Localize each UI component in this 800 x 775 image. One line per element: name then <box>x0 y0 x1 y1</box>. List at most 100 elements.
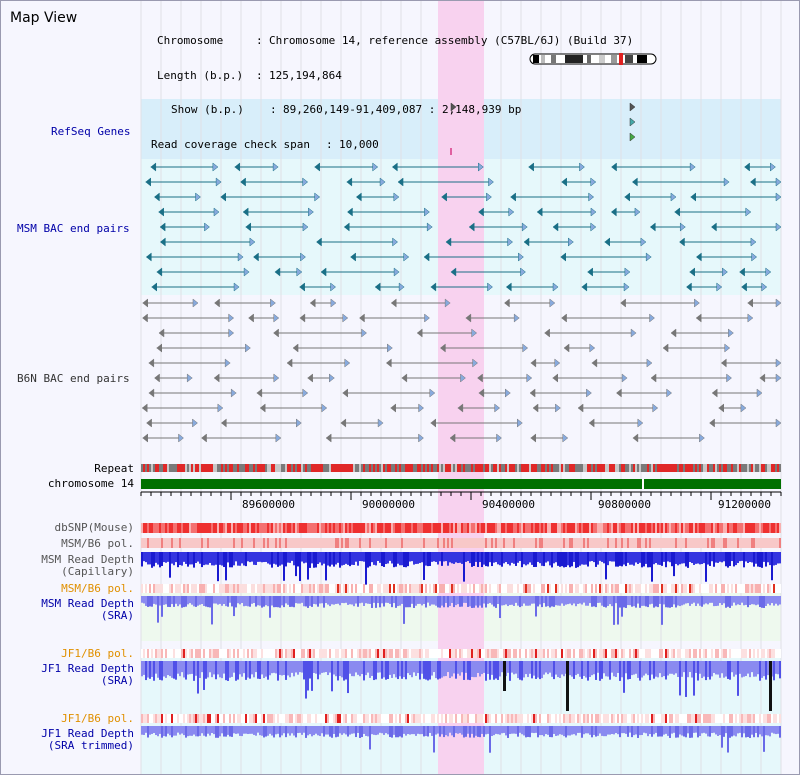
polymorphism-cell <box>289 584 291 593</box>
msm-bac-pair <box>520 267 526 277</box>
msm-bac-pair <box>430 282 437 292</box>
polymorphism-cell <box>253 538 255 548</box>
polymorphism-cell <box>397 584 399 593</box>
msm-bac-pair <box>314 162 320 172</box>
polymorphism-cell <box>727 714 729 723</box>
polymorphism-cell <box>481 523 483 533</box>
jf1-read-depth-trimmed-label[interactable]: JF1 Read Depth <box>41 727 134 740</box>
polymorphism-cell <box>613 584 615 593</box>
read-depth-bar <box>337 552 339 563</box>
read-depth-bar <box>703 726 705 733</box>
polymorphism-cell <box>163 649 165 658</box>
read-depth-bar <box>637 726 639 738</box>
polymorphism-cell <box>745 649 747 658</box>
polymorphism-cell <box>503 538 505 548</box>
polymorphism-cell <box>261 714 263 723</box>
polymorphism-cell <box>569 538 571 548</box>
b6n-bac-end-pairs-label[interactable]: B6N BAC end pairs <box>17 372 130 385</box>
read-depth-bar <box>699 726 701 736</box>
jf1-b6-pol-label[interactable]: JF1/B6 pol. <box>61 647 134 660</box>
polymorphism-cell <box>357 714 359 723</box>
read-depth-bar <box>519 726 521 733</box>
read-depth-bar <box>383 661 385 678</box>
chromosome-ideogram[interactable] <box>529 53 659 65</box>
read-depth-bar <box>249 596 251 607</box>
read-depth-bar <box>491 596 493 605</box>
read-depth-bar <box>653 596 655 608</box>
polymorphism-cell <box>253 649 255 658</box>
polymorphism-cell <box>523 649 525 658</box>
read-depth-bar <box>237 596 239 604</box>
read-depth-bar <box>159 596 161 606</box>
polymorphism-cell <box>671 649 673 658</box>
b6n-bac-pair <box>549 298 556 308</box>
b6n-bac-pair <box>430 418 436 428</box>
polymorphism-cell <box>345 649 347 658</box>
polymorphism-cell <box>495 714 497 723</box>
polymorphism-cell <box>627 649 629 658</box>
polymorphism-cell <box>767 523 769 533</box>
polymorphism-cell <box>457 523 459 533</box>
repeat-block <box>429 464 431 472</box>
read-depth-bar <box>583 661 585 676</box>
msm-read-depth-sra-label[interactable]: MSM Read Depth <box>41 597 134 610</box>
polymorphism-cell <box>331 538 333 548</box>
polymorphism-cell <box>541 523 543 533</box>
polymorphism-cell <box>597 523 599 533</box>
repeat-block <box>337 464 339 472</box>
polymorphism-cell <box>193 523 195 533</box>
polymorphism-cell <box>297 649 299 658</box>
read-depth-bar <box>661 596 663 625</box>
polymorphism-cell <box>259 649 261 658</box>
read-depth-bar <box>725 596 727 608</box>
repeat-block <box>223 464 225 472</box>
polymorphism-cell <box>577 649 579 658</box>
read-depth-bar <box>317 552 319 564</box>
polymorphism-cell <box>253 523 255 533</box>
read-depth-bar <box>513 552 515 564</box>
polymorphism-cell <box>613 649 615 658</box>
read-depth-bar <box>571 726 573 735</box>
jf1-read-depth-label[interactable]: JF1 Read Depth <box>41 662 134 675</box>
msm-b6-pol-label[interactable]: MSM/B6 pol. <box>61 537 134 550</box>
read-depth-bar <box>563 552 565 568</box>
read-depth-bar <box>337 661 339 681</box>
polymorphism-cell <box>315 649 317 658</box>
msm-bac-end-pairs-label[interactable]: MSM BAC end pairs <box>17 222 130 235</box>
polymorphism-cell <box>191 584 193 593</box>
jf1-b6-pol-trimmed-label[interactable]: JF1/B6 pol. <box>61 712 134 725</box>
read-depth-bar <box>357 552 359 566</box>
dbsnp-label[interactable]: dbSNP(Mouse) <box>54 521 134 534</box>
polymorphism-cell <box>231 714 233 723</box>
capillary-sublabel: (Capillary) <box>61 565 134 578</box>
read-depth-bar <box>255 596 257 607</box>
polymorphism-cell <box>249 714 251 723</box>
polymorphism-cell <box>697 649 699 658</box>
polymorphism-cell <box>515 649 517 658</box>
read-depth-bar <box>277 726 279 734</box>
polymorphism-cell <box>167 649 169 658</box>
msm-b6-pol-sra-label[interactable]: MSM/B6 pol. <box>61 582 134 595</box>
read-depth-bar <box>365 726 367 736</box>
polymorphism-cell <box>747 649 749 658</box>
polymorphism-cell <box>675 538 677 548</box>
polymorphism-cell <box>225 538 227 548</box>
polymorphism-cell <box>595 649 597 658</box>
polymorphism-cell <box>761 538 763 548</box>
read-depth-bar <box>295 596 297 604</box>
polymorphism-cell <box>755 714 757 723</box>
read-depth-bar <box>525 661 527 675</box>
read-depth-bar <box>309 552 311 568</box>
refseq-genes-label[interactable]: RefSeq Genes <box>51 125 131 138</box>
msm-read-depth-capillary-label[interactable]: MSM Read Depth <box>41 553 134 566</box>
repeat-block <box>665 464 667 472</box>
polymorphism-cell <box>299 523 301 533</box>
read-depth-bar <box>729 661 731 680</box>
read-depth-bar <box>149 596 151 607</box>
polymorphism-cell <box>173 649 175 658</box>
polymorphism-cell <box>441 649 443 658</box>
read-depth-bar <box>411 661 413 678</box>
b6n-bac-pair <box>472 358 478 368</box>
read-depth-bar <box>719 552 721 562</box>
